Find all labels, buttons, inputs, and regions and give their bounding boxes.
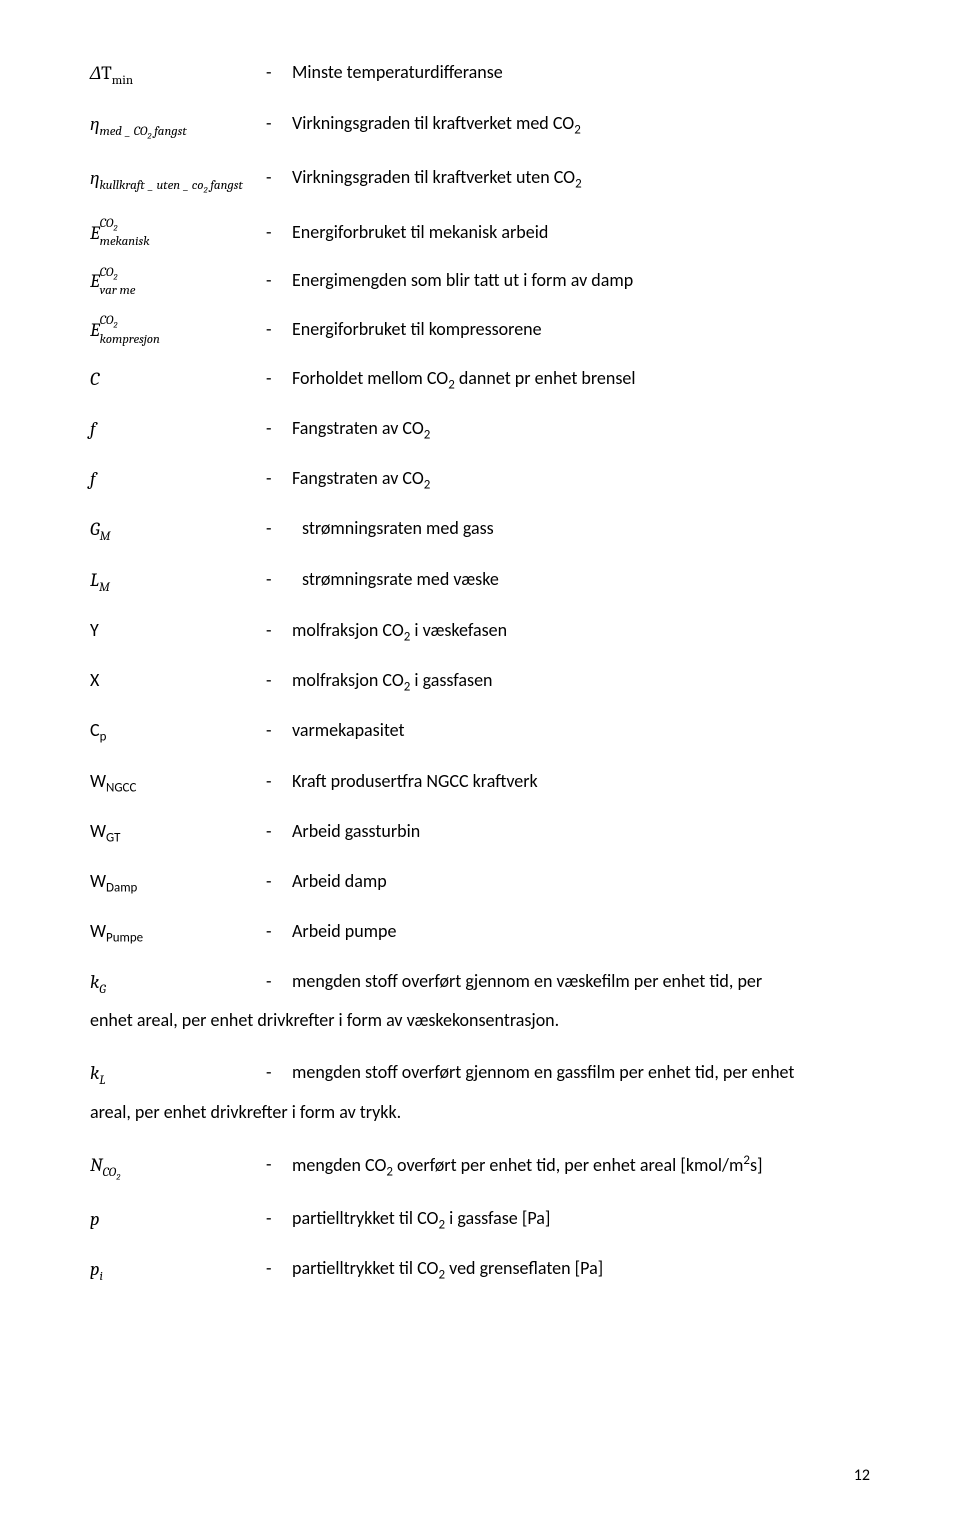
symbol-label: Cp: [90, 718, 266, 746]
definition-row: Y-molfraksjon CO2 i væskefasen: [90, 618, 870, 646]
symbol-label: pi: [90, 1256, 266, 1285]
symbol-label: kL: [90, 1060, 266, 1089]
definition-row: C-Forholdet mellom CO2 dannet pr enhet b…: [90, 366, 870, 394]
separator-dash: -: [266, 869, 292, 893]
separator-dash: -: [266, 769, 292, 793]
definition-row: Cp-varmekapasitet: [90, 718, 870, 746]
separator-dash: -: [266, 268, 292, 292]
definition-text: strømningsrate med væske: [292, 567, 870, 591]
symbol-label: ECO2kompresjon: [90, 317, 266, 344]
definition-text: strømningsraten med gass: [292, 516, 870, 540]
symbol-label: f: [90, 466, 266, 493]
symbol-label: p: [90, 1206, 266, 1233]
definition-row: ECO2mekanisk-Energiforbruket til mekanis…: [90, 220, 870, 247]
definition-text: mengden CO2 overført per enhet tid, per …: [292, 1152, 870, 1181]
definition-row: ΔTmin-Minste temperaturdifferanse: [90, 60, 870, 89]
definition-text: Minste temperaturdifferanse: [292, 60, 870, 84]
symbol-label: GM: [90, 516, 266, 545]
symbol-label: f: [90, 416, 266, 443]
definition-row: WPumpe-Arbeid pumpe: [90, 919, 870, 947]
separator-dash: -: [266, 618, 292, 642]
definition-text: Arbeid damp: [292, 869, 870, 893]
definition-text-continuation: enhet areal, per enhet drivkrefter i for…: [90, 1008, 870, 1032]
separator-dash: -: [266, 466, 292, 490]
symbol-label: NCO2: [90, 1152, 266, 1184]
definition-row: kG-mengden stoff overført gjennom en væs…: [90, 969, 870, 998]
definition-row: ηkullkraft _ uten _ co2 fangst-Virknings…: [90, 165, 870, 197]
definition-row: GM-strømningsraten med gass: [90, 516, 870, 545]
separator-dash: -: [266, 819, 292, 843]
definition-text: Energimengden som blir tatt ut i form av…: [292, 268, 870, 292]
separator-dash: -: [266, 165, 292, 189]
page-number: 12: [854, 1466, 870, 1485]
definition-row: LM-strømningsrate med væske: [90, 567, 870, 596]
symbol-label: Y: [90, 618, 266, 642]
separator-dash: -: [266, 1206, 292, 1230]
separator-dash: -: [266, 1256, 292, 1280]
symbol-label: C: [90, 366, 266, 393]
separator-dash: -: [266, 969, 292, 993]
definition-text: Energiforbruket til mekanisk arbeid: [292, 220, 870, 244]
definition-text: partielltrykket til CO2 i gassfase [Pa]: [292, 1206, 870, 1234]
page-container: ΔTmin-Minste temperaturdifferanseηmed _ …: [0, 0, 960, 1515]
definition-row: ηmed _ CO2 fangst-Virkningsgraden til kr…: [90, 111, 870, 143]
separator-dash: -: [266, 516, 292, 540]
definition-row: f-Fangstraten av CO2: [90, 416, 870, 444]
symbol-label: ΔTmin: [90, 60, 266, 89]
definition-row: WGT-Arbeid gassturbin: [90, 819, 870, 847]
definition-row: WDamp-Arbeid damp: [90, 869, 870, 897]
separator-dash: -: [266, 111, 292, 135]
symbol-label: WGT: [90, 819, 266, 847]
separator-dash: -: [266, 567, 292, 591]
symbol-label: ηkullkraft _ uten _ co2 fangst: [90, 165, 266, 197]
separator-dash: -: [266, 1152, 292, 1176]
definition-text: Kraft produsertfra NGCC kraftverk: [292, 769, 870, 793]
definition-text: varmekapasitet: [292, 718, 870, 742]
definition-text-continuation: areal, per enhet drivkrefter i form av t…: [90, 1100, 870, 1124]
definition-row: ECO2kompresjon-Energiforbruket til kompr…: [90, 317, 870, 344]
definition-text: molfraksjon CO2 i gassfasen: [292, 668, 870, 696]
definition-row: pi-partielltrykket til CO2 ved grensefla…: [90, 1256, 870, 1285]
definition-text: Arbeid gassturbin: [292, 819, 870, 843]
definitions-list: ΔTmin-Minste temperaturdifferanseηmed _ …: [90, 60, 870, 1285]
separator-dash: -: [266, 220, 292, 244]
definition-text: Fangstraten av CO2: [292, 466, 870, 494]
separator-dash: -: [266, 416, 292, 440]
separator-dash: -: [266, 366, 292, 390]
separator-dash: -: [266, 668, 292, 692]
symbol-label: ECO2var me: [90, 268, 266, 295]
definition-text: Virkningsgraden til kraftverket med CO2: [292, 111, 870, 139]
definition-row: NCO2-mengden CO2 overført per enhet tid,…: [90, 1152, 870, 1184]
separator-dash: -: [266, 718, 292, 742]
definition-text: Arbeid pumpe: [292, 919, 870, 943]
definition-row: f-Fangstraten av CO2: [90, 466, 870, 494]
symbol-label: WNGCC: [90, 769, 266, 797]
definition-row: ECO2var me-Energimengden som blir tatt u…: [90, 268, 870, 295]
definition-text: mengden stoff overført gjennom en gassfi…: [292, 1060, 870, 1084]
separator-dash: -: [266, 919, 292, 943]
symbol-label: LM: [90, 567, 266, 596]
definition-text: Forholdet mellom CO2 dannet pr enhet bre…: [292, 366, 870, 394]
symbol-label: WDamp: [90, 869, 266, 897]
separator-dash: -: [266, 317, 292, 341]
definition-row: p-partielltrykket til CO2 i gassfase [Pa…: [90, 1206, 870, 1234]
definition-text: Fangstraten av CO2: [292, 416, 870, 444]
definition-text: molfraksjon CO2 i væskefasen: [292, 618, 870, 646]
definition-row: X-molfraksjon CO2 i gassfasen: [90, 668, 870, 696]
symbol-label: kG: [90, 969, 266, 998]
definition-row: WNGCC-Kraft produsertfra NGCC kraftverk: [90, 769, 870, 797]
symbol-label: X: [90, 668, 266, 692]
symbol-label: ηmed _ CO2 fangst: [90, 111, 266, 143]
definition-text: Virkningsgraden til kraftverket uten CO2: [292, 165, 870, 193]
definition-text: partielltrykket til CO2 ved grenseflaten…: [292, 1256, 870, 1284]
separator-dash: -: [266, 1060, 292, 1084]
symbol-label: ECO2mekanisk: [90, 220, 266, 247]
definition-text: mengden stoff overført gjennom en væskef…: [292, 969, 870, 993]
symbol-label: WPumpe: [90, 919, 266, 947]
separator-dash: -: [266, 60, 292, 84]
definition-text: Energiforbruket til kompressorene: [292, 317, 870, 341]
definition-row: kL-mengden stoff overført gjennom en gas…: [90, 1060, 870, 1089]
